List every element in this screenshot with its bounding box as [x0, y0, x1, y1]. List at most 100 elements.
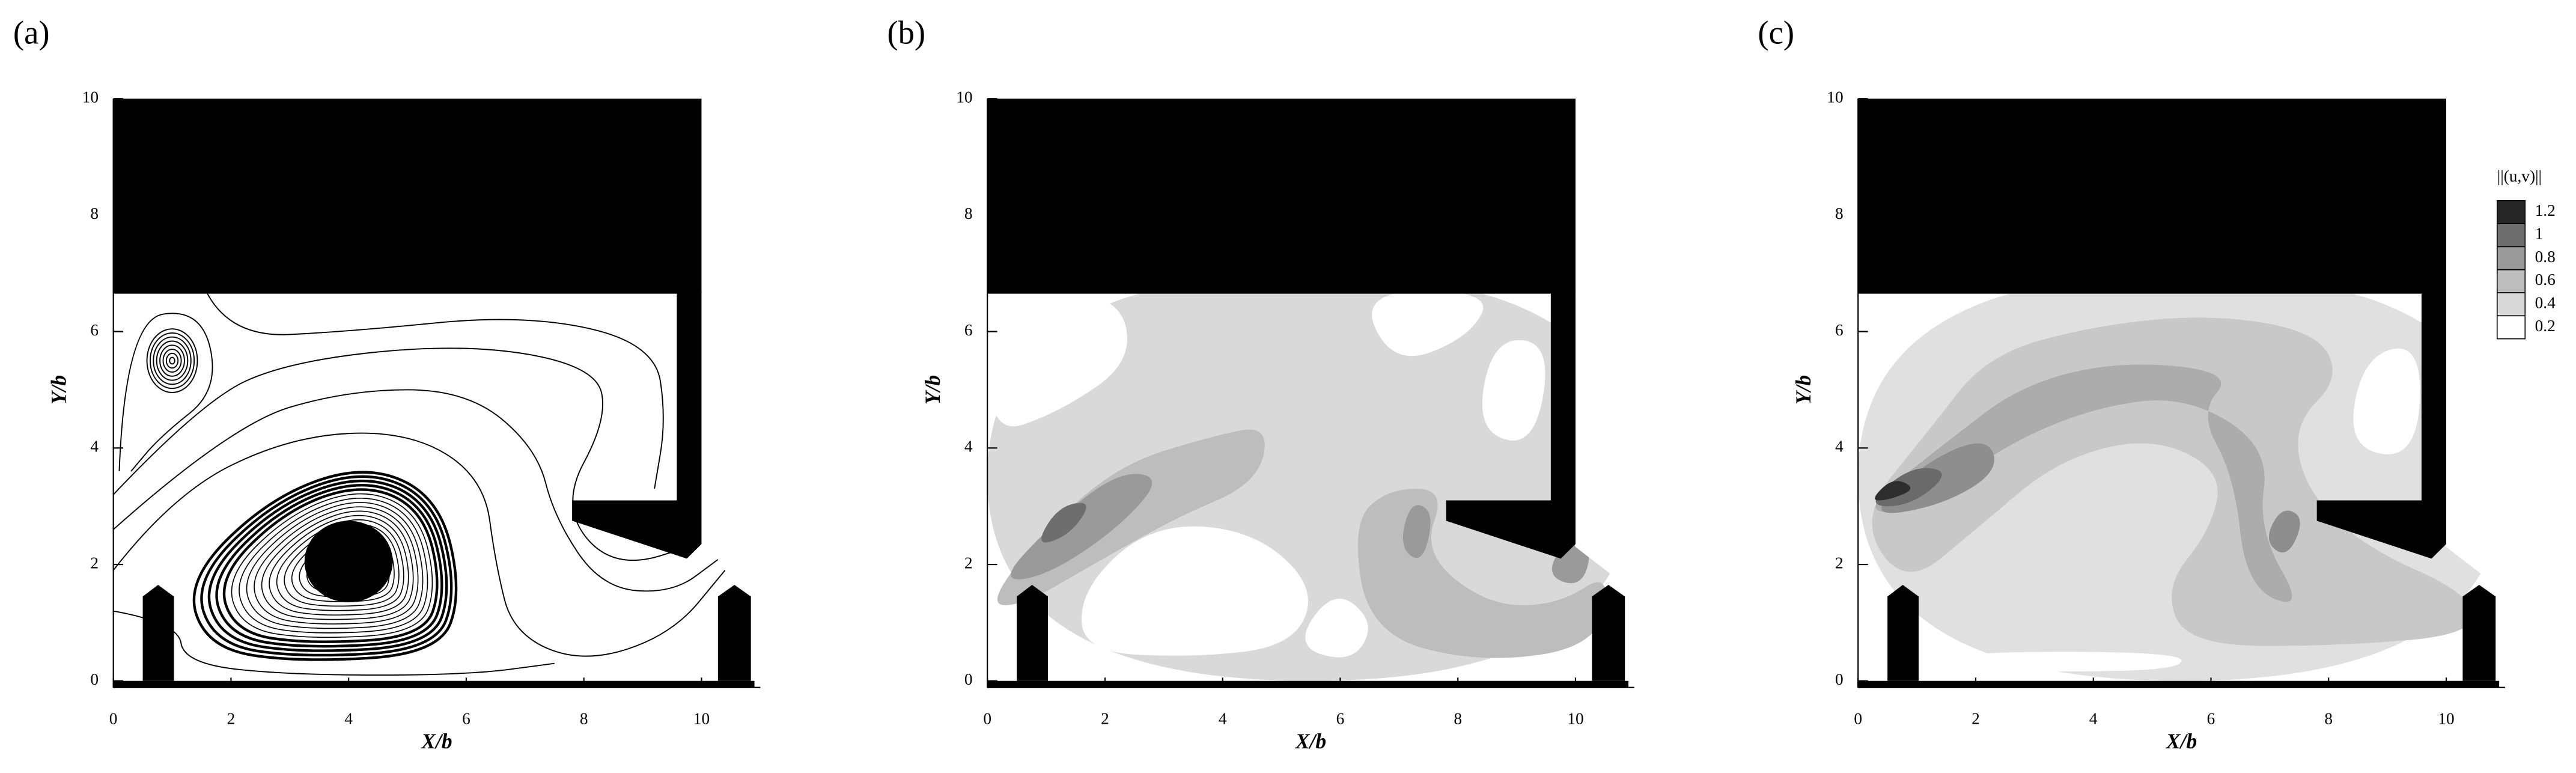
contour-region	[987, 293, 1127, 427]
streamline	[169, 356, 175, 365]
y-tick-label: 6	[1835, 321, 1844, 339]
wall	[1887, 584, 1919, 681]
x-tick-label: 0	[109, 710, 118, 728]
streamline	[153, 336, 192, 385]
y-tick-label: 4	[964, 438, 973, 456]
wall	[142, 584, 174, 681]
wall	[2421, 290, 2447, 501]
y-tick-label: 8	[1835, 204, 1844, 222]
wall	[987, 680, 1629, 688]
wall	[1592, 584, 1625, 681]
x-tick-label: 2	[1101, 710, 1109, 728]
wall	[1446, 500, 1576, 559]
legend-label: 0.4	[2535, 293, 2556, 311]
streamline	[162, 349, 182, 373]
streamline	[156, 340, 189, 381]
panel-label: (c)	[1758, 14, 1794, 51]
legend-swatch	[2496, 292, 2526, 317]
y-tick-label: 0	[964, 670, 973, 688]
panel: kuw0.070.060.050.040.030.020.01024681002…	[1758, 14, 2505, 753]
panel-label: (b)	[887, 14, 925, 51]
legend-label: 1.2	[2535, 201, 2556, 219]
x-tick-label: 8	[2324, 710, 2333, 728]
legend-label: 0.6	[2535, 270, 2556, 289]
legend-label: 0.8	[2535, 248, 2556, 266]
x-tick-label: 8	[580, 710, 588, 728]
x-tick-label: 0	[983, 710, 991, 728]
x-tick-label: 2	[1972, 710, 1980, 728]
y-tick-label: 2	[1835, 554, 1844, 572]
contour-region	[1482, 340, 1545, 441]
y-tick-label: 8	[964, 204, 973, 222]
wall	[1550, 290, 1576, 501]
panel: 0 2 4 6 8 10 0 2 4 6 8 10 X/b Y/b (a)	[13, 14, 761, 753]
contour-region	[1041, 503, 1086, 543]
streamline	[118, 313, 213, 472]
y-tick-label: 8	[90, 204, 99, 222]
contour-region	[1372, 293, 1484, 356]
legend-swatch	[2496, 200, 2526, 224]
x-tick-label: 10	[693, 710, 710, 728]
y-tick-label: 2	[90, 554, 99, 572]
contour-region	[1946, 652, 2182, 672]
wall	[677, 290, 702, 501]
wall	[113, 99, 702, 294]
legend-label: 0.2	[2535, 317, 2556, 335]
streamline	[192, 471, 458, 661]
x-tick-label: 6	[2207, 710, 2215, 728]
wall	[2316, 500, 2447, 559]
x-tick-label: 8	[1454, 710, 1462, 728]
legend-swatch	[2496, 223, 2526, 248]
y-tick-label: 10	[956, 88, 972, 106]
x-tick-label: 2	[227, 710, 236, 728]
contour-region	[1875, 364, 2292, 602]
y-tick-label: 4	[90, 438, 99, 456]
streamline	[269, 515, 409, 616]
streamline	[146, 328, 198, 393]
legend-swatch	[2496, 246, 2526, 270]
contour-region	[2353, 348, 2420, 454]
wall	[1858, 680, 2500, 688]
contour-region	[1081, 526, 1308, 656]
wall	[1017, 584, 1048, 681]
streamline	[113, 432, 726, 657]
streamline	[207, 293, 664, 489]
y-tick-label: 2	[964, 554, 973, 572]
x-axis-label: X/b	[2166, 729, 2197, 753]
x-tick-label: 0	[1854, 710, 1862, 728]
contour-region	[1305, 598, 1368, 658]
x-axis-label: X/b	[421, 729, 452, 753]
x-tick-label: 10	[2438, 710, 2454, 728]
contour-region	[1011, 474, 1153, 579]
vortex-core	[304, 521, 393, 603]
panel: ||(u,v)|| 1.2 1 0.8 0.6 0.4 0.2 0 2 4 6 8 10 0 2 4 6 8 10 X…	[887, 14, 2556, 753]
streamline	[113, 610, 555, 676]
y-tick-label: 4	[1835, 438, 1844, 456]
x-tick-label: 4	[1219, 710, 1227, 728]
legend-title: ||(u,v)||	[2497, 167, 2542, 185]
x-tick-label: 6	[1336, 710, 1345, 728]
field	[113, 293, 726, 676]
contour-region	[2268, 510, 2300, 553]
streamline	[246, 502, 424, 629]
panel-label: (a)	[13, 14, 50, 51]
streamline	[261, 510, 414, 620]
streamline	[254, 506, 419, 625]
field	[1858, 293, 2500, 681]
contour-region	[1875, 481, 1911, 501]
wall	[1858, 99, 2447, 294]
legend-swatch	[2496, 315, 2526, 340]
y-tick-label: 10	[82, 88, 99, 106]
streamline	[149, 332, 195, 390]
y-axis-label: Y/b	[921, 375, 945, 405]
streamline	[239, 498, 428, 634]
streamline	[222, 488, 439, 643]
y-axis-label: Y/b	[46, 375, 70, 405]
y-tick-label: 0	[1835, 670, 1844, 688]
streamline	[207, 479, 448, 652]
streamline	[231, 493, 433, 638]
y-axis-label: Y/b	[1791, 375, 1815, 405]
wall	[2462, 584, 2496, 681]
y-tick-label: 6	[964, 321, 973, 339]
